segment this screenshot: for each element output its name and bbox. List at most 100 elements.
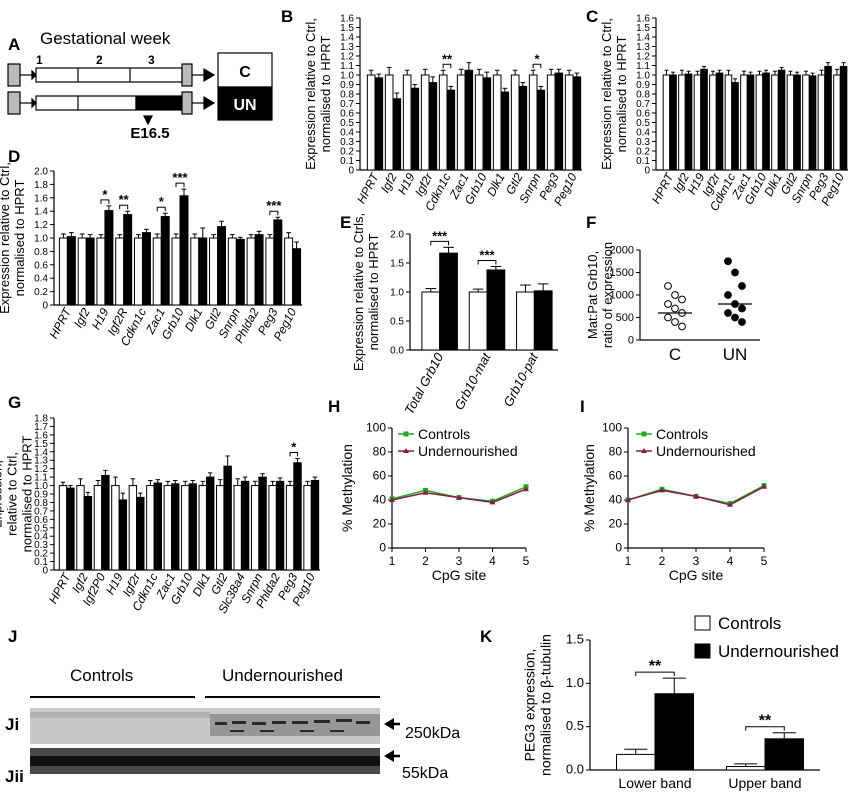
- left-block-bottom: [7, 91, 21, 115]
- chart-b-y-tick-label: 1.0: [340, 71, 354, 82]
- blot-ji-smear-left: [30, 712, 210, 718]
- chart-g-y-tick-label: 1.6: [34, 430, 48, 441]
- chart-f-point: [678, 295, 686, 304]
- chart-b-bar-treated: [500, 91, 510, 171]
- chart-g-y-tick-label: 0.1: [34, 557, 48, 568]
- panel-label-h: H: [328, 397, 340, 416]
- chart-d-significance-label: *: [159, 194, 165, 209]
- chart-h-methylation: 0 20 40 60 80 100 1 2 3 4 5 CpG site % Methylation Co…: [339, 421, 530, 584]
- chart-d-significance-bracket: [119, 204, 129, 210]
- chart-f-y-tick-label: 2000: [610, 245, 634, 257]
- chart-k-y-tick-label: 0.5: [566, 718, 584, 733]
- chart-b-bar-control: [366, 74, 376, 171]
- chart-b-bar-treated: [374, 77, 384, 171]
- chart-b-bar-treated: [464, 69, 474, 171]
- chart-e-bar-treated: [439, 252, 458, 351]
- chart-b-significance-label: *: [534, 51, 540, 66]
- chart-g-bar-control: [128, 485, 138, 571]
- chart-b-bar-control: [528, 74, 538, 171]
- box-un-label: UN: [233, 97, 256, 114]
- chart-e-y-tick-label: 0.5: [390, 317, 404, 328]
- chart-e-y-tick-label: 1.0: [390, 288, 404, 299]
- chart-c-y-tick-label: 0.6: [636, 109, 650, 120]
- chart-f-point: [724, 257, 732, 266]
- gestation-bar-control: [35, 67, 183, 83]
- chart-d-significance-bracket: [156, 206, 166, 212]
- week-label-3: 3: [148, 53, 155, 67]
- chart-e-y-tick-label: 2.0: [390, 230, 404, 241]
- chart-b-y-tick-label: 0.7: [340, 99, 354, 110]
- panel-label-d: D: [8, 147, 20, 166]
- chart-b-y-tick-label: 0.2: [340, 147, 354, 158]
- chart-c-bar-treated: [839, 65, 848, 171]
- chart-b-bar-control: [546, 74, 556, 171]
- chart-d-significance-label: **: [119, 192, 130, 207]
- chart-c-bar-treated: [700, 68, 708, 171]
- chart-k-legend-swatch: [694, 643, 711, 659]
- chart-b-significance-bracket: [442, 63, 452, 69]
- panel-label-f: F: [586, 213, 596, 232]
- chart-c-bar-treated: [746, 74, 755, 171]
- chart-d-significance-bracket: [100, 199, 110, 204]
- chart-d-bar-control: [115, 237, 125, 306]
- chart-c-y-tick-label: 0.8: [636, 90, 650, 101]
- chart-c-bar-control: [709, 74, 717, 171]
- chart-d-bar-treated: [217, 226, 227, 306]
- chart-g-bar-treated: [83, 496, 93, 571]
- chart-k-bar-treated: [764, 738, 804, 771]
- chart-h-y-tick-label: 100: [366, 421, 386, 435]
- chart-d-bar-treated: [292, 248, 302, 306]
- chart-d-y-axis-label: Expression relative to Ctrl,normalised t…: [0, 162, 27, 314]
- gestation-title: Gestational week: [40, 29, 171, 48]
- chart-f-point: [724, 291, 732, 299]
- chart-d-bar-control: [209, 237, 219, 306]
- chart-e-bar-control: [516, 291, 535, 351]
- chart-b-y-tick-label: 1.6: [340, 14, 354, 25]
- chart-e-y-axis-label: Expression relative to Ctrls,normalised …: [351, 213, 381, 371]
- chart-g-y-tick-label: 0.7: [34, 506, 48, 517]
- blot-jii-band: [30, 756, 380, 766]
- chart-i-x-tick-label: 2: [659, 554, 666, 568]
- panel-label-jii: Jii: [5, 767, 24, 786]
- chart-d-y-tick-label: 1.8: [34, 180, 48, 191]
- chart-h-legend-marker: [403, 448, 409, 453]
- chart-e-significance-label: ***: [479, 247, 495, 262]
- chart-g-y-tick-label: 1.3: [34, 456, 48, 467]
- chart-c-bar-control: [678, 74, 686, 171]
- chart-f-y-tick-label: 1000: [610, 290, 634, 302]
- chart-e-y-tick-label: 0.0: [390, 346, 404, 357]
- chart-c-bar-treated: [731, 82, 739, 171]
- chart-g-y-tick-label: 0.2: [34, 549, 48, 560]
- chart-k-legend-swatch: [694, 615, 711, 631]
- chart-b-bar-treated: [446, 89, 456, 171]
- chart-c-y-tick-label: 0.1: [636, 156, 650, 167]
- blot-controls-label: Controls: [70, 666, 133, 685]
- chart-e-y-tick-label: 1.5: [390, 259, 404, 270]
- chart-h-point: [523, 486, 529, 492]
- chart-k-significance-bracket: [635, 671, 675, 677]
- chart-b-significance-label: **: [442, 51, 453, 66]
- chart-c-y-tick-label: 1.4: [636, 33, 650, 44]
- chart-f-y-tick-label: 1500: [610, 267, 634, 279]
- blot-arrow-head-250: [384, 718, 394, 730]
- week-label-1: 1: [36, 53, 43, 67]
- panel-labels: A B C D E F G H I J K Ji Jii: [5, 7, 598, 786]
- chart-f-point: [671, 318, 679, 326]
- chart-h-point: [489, 499, 496, 505]
- chart-b-bar-control: [492, 74, 502, 171]
- chart-d-y-tick-label: 0.8: [34, 247, 48, 258]
- chart-b-placental-expression-e16: 00.10.20.30.40.50.60.70.80.91.01.11.21.3…: [303, 14, 582, 213]
- chart-e-grb10-expression: 0.0 0.5 1.0 1.5 2.0 Expression relative to Ct…: [351, 213, 558, 417]
- chart-c-y-tick-label: 1.0: [636, 71, 650, 82]
- chart-b-bar-treated: [536, 89, 546, 171]
- chart-b-bar-treated: [428, 82, 438, 171]
- chart-d-y-tick-label: 0: [42, 301, 48, 312]
- chart-g-bar-control: [198, 485, 207, 571]
- chart-f-category-label: UN: [723, 345, 748, 364]
- chart-e-bar-treated: [533, 290, 553, 351]
- chart-c-bar-treated: [684, 73, 693, 171]
- chart-g-bar-treated: [205, 476, 215, 571]
- panel-label-g: G: [8, 393, 21, 412]
- right-block-top: [181, 63, 193, 87]
